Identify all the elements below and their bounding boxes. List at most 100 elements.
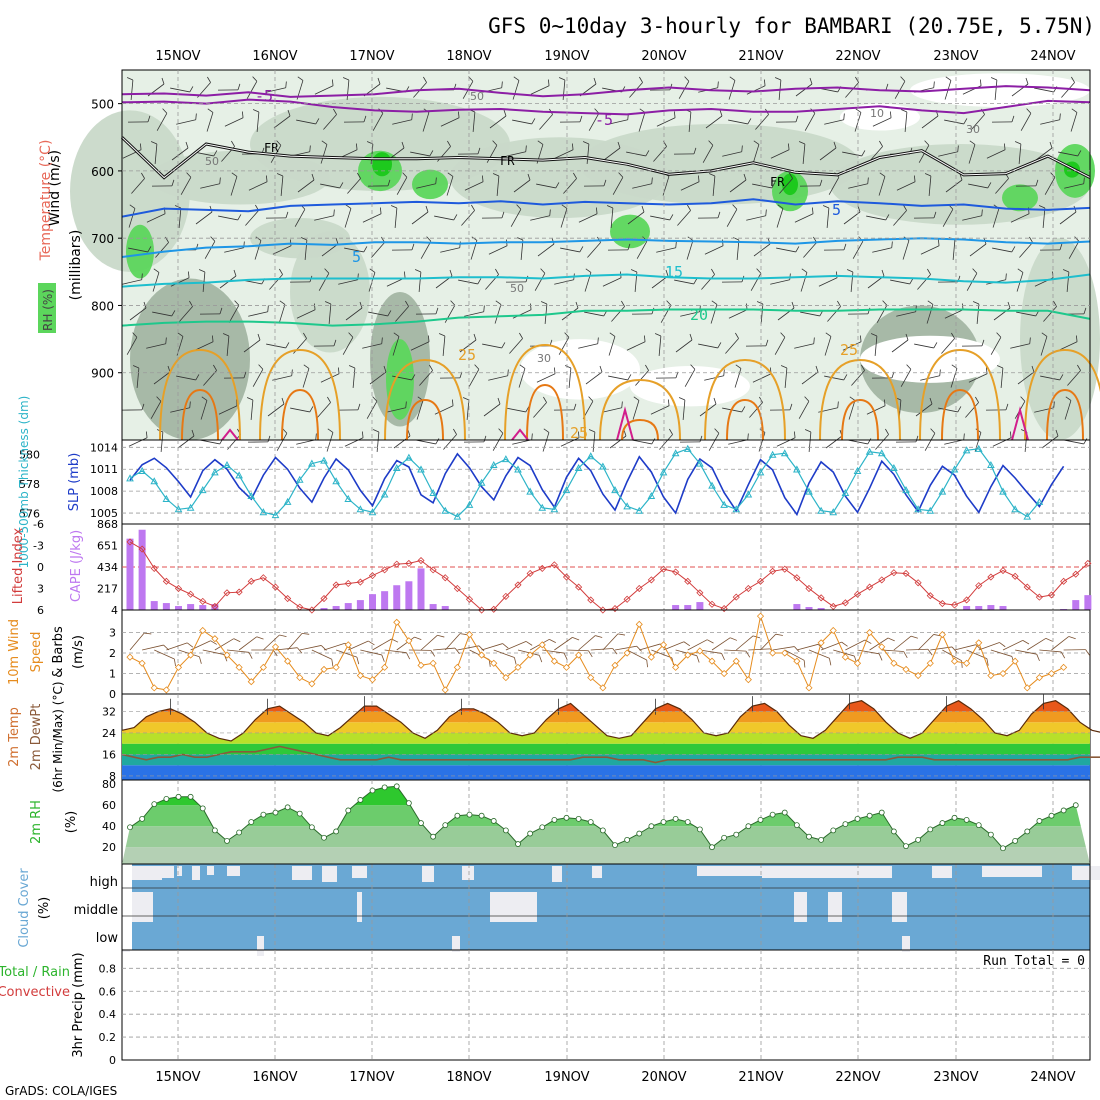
wind-barb-staff xyxy=(152,272,160,292)
wind-barb-10-18 xyxy=(553,403,577,411)
wind-barb-flag xyxy=(924,173,932,177)
wind-barb-staff xyxy=(602,277,622,287)
cloud-clear-block-6 xyxy=(192,866,200,880)
cloud-clear-block-27 xyxy=(892,892,907,922)
wind-barb-flag xyxy=(243,371,247,378)
thickness-point-1 xyxy=(138,466,146,474)
wind-barb-staff xyxy=(391,249,413,251)
wind-barb-flag xyxy=(1005,273,1007,280)
wind-barb-staff xyxy=(272,245,292,255)
wind-barb-staff xyxy=(800,272,808,292)
li-tick-label-0: 6 xyxy=(37,604,44,617)
wind10m-barb-57 xyxy=(820,641,848,651)
wind-barb-flag xyxy=(327,428,334,433)
wind-barb-flag xyxy=(492,173,500,177)
wind-barb-staff xyxy=(673,153,695,155)
wind-barb-staff xyxy=(674,279,694,285)
thickness-point-66 xyxy=(926,506,935,514)
wind10m-barb-flag xyxy=(612,648,618,655)
rh2m-point-66 xyxy=(927,826,934,833)
thickness-point-49 xyxy=(720,500,728,508)
wind-barb-flag xyxy=(1050,172,1056,178)
wind-barb-flag xyxy=(717,211,721,218)
wind-barb-flag xyxy=(882,300,888,306)
wind-barb-staff xyxy=(128,208,136,228)
wind-barb-staff xyxy=(850,272,854,292)
wind10m-barb-52 xyxy=(760,633,783,651)
wind10m-point-46 xyxy=(684,651,692,659)
wind-barb-staff xyxy=(1070,112,1078,132)
wind-barb-staff xyxy=(944,439,964,445)
wind-barb-staff xyxy=(276,433,288,451)
li-point-44 xyxy=(659,565,668,573)
wind-barb-11-0 xyxy=(128,431,148,447)
wind-barb-flag xyxy=(889,111,892,118)
wind-barb-staff xyxy=(218,215,238,221)
wind-barb-3-26 xyxy=(752,182,776,189)
wind-barb-staff xyxy=(750,273,762,291)
wind10m-barb-63 xyxy=(893,635,918,651)
rh2m-point-40 xyxy=(612,842,618,848)
wind10m-barb-40 xyxy=(614,645,642,652)
wind-barb-staff xyxy=(800,311,820,317)
wind-barb-flag xyxy=(348,332,354,338)
wind-barb-11-39 xyxy=(1064,438,1088,445)
li-point-7 xyxy=(211,602,219,610)
thickness-point-21 xyxy=(380,490,389,498)
wind-barb-staff xyxy=(554,279,574,285)
wind-barb-3-33 xyxy=(924,173,932,196)
temp2m-tick-label-1: 16 xyxy=(102,748,116,761)
wind-barb-staff xyxy=(968,373,988,383)
rh2m-tick-label-0: 20 xyxy=(102,841,116,854)
rh2m-point-56 xyxy=(806,833,812,840)
wind-barb-flag xyxy=(333,209,335,216)
thickness-point-41 xyxy=(623,502,631,510)
wind-barb-staff xyxy=(1066,272,1070,292)
wind-barb-flag xyxy=(141,273,143,280)
wind-barb-staff xyxy=(130,80,134,100)
wind-barb-flag xyxy=(981,339,985,346)
cape-bar-70 xyxy=(975,606,983,610)
wind10m-barb-41 xyxy=(626,649,648,668)
wind-barb-staff xyxy=(461,210,475,226)
wind10m-barb-30 xyxy=(493,649,517,665)
wind-barb-flag xyxy=(139,143,142,150)
wind-barb-10-34 xyxy=(938,406,962,413)
wind-barb-staff xyxy=(297,179,315,193)
wind-barb-7-26 xyxy=(756,301,764,324)
rh2m-point-44 xyxy=(660,819,667,825)
rh2m-point-61 xyxy=(866,812,873,819)
wind-barb-flag xyxy=(1041,332,1048,337)
wind-barb-staff xyxy=(968,183,988,189)
wind-barb-flag xyxy=(870,333,878,337)
wind-barb-flag xyxy=(573,403,577,410)
wind-barb-8-15 xyxy=(482,342,506,349)
wind-barb-staff xyxy=(587,242,601,258)
wind-barb-11-9 xyxy=(344,431,364,447)
wind-barb-flag xyxy=(711,268,715,275)
wind10m-barb-48 xyxy=(711,637,738,651)
rh2m-point-55 xyxy=(793,822,800,829)
slp-tick-label-3: 1014 xyxy=(90,441,118,454)
wind-barb-11-17 xyxy=(542,428,550,452)
x-tick-label-top-3: 18NOV xyxy=(446,49,491,64)
wind10m-barb-flag xyxy=(841,641,848,647)
wind-barb-staff xyxy=(682,400,686,420)
wind10m-barb-staff xyxy=(348,640,369,651)
wind-barb-staff xyxy=(418,272,422,292)
thickness-point-40 xyxy=(611,486,619,494)
wind-barb-staff xyxy=(317,402,331,418)
wind-barb-flag xyxy=(141,403,145,410)
wind10m-point-72 xyxy=(999,669,1007,678)
wind-barb-9-20 xyxy=(608,374,632,381)
rh-area-21 xyxy=(782,173,798,196)
wind10m-barb-77 xyxy=(1063,649,1091,656)
wind-barb-flag xyxy=(687,236,694,241)
wind-barb-flag xyxy=(981,209,983,216)
precip-run-total: Run Total = 0 xyxy=(983,954,1085,969)
thickness-point-9 xyxy=(235,471,243,479)
wind-barb-10-35 xyxy=(965,396,979,418)
wind-barb-flag xyxy=(597,337,599,344)
wind-barb-staff xyxy=(415,313,437,315)
wind-barb-flag xyxy=(564,365,572,369)
